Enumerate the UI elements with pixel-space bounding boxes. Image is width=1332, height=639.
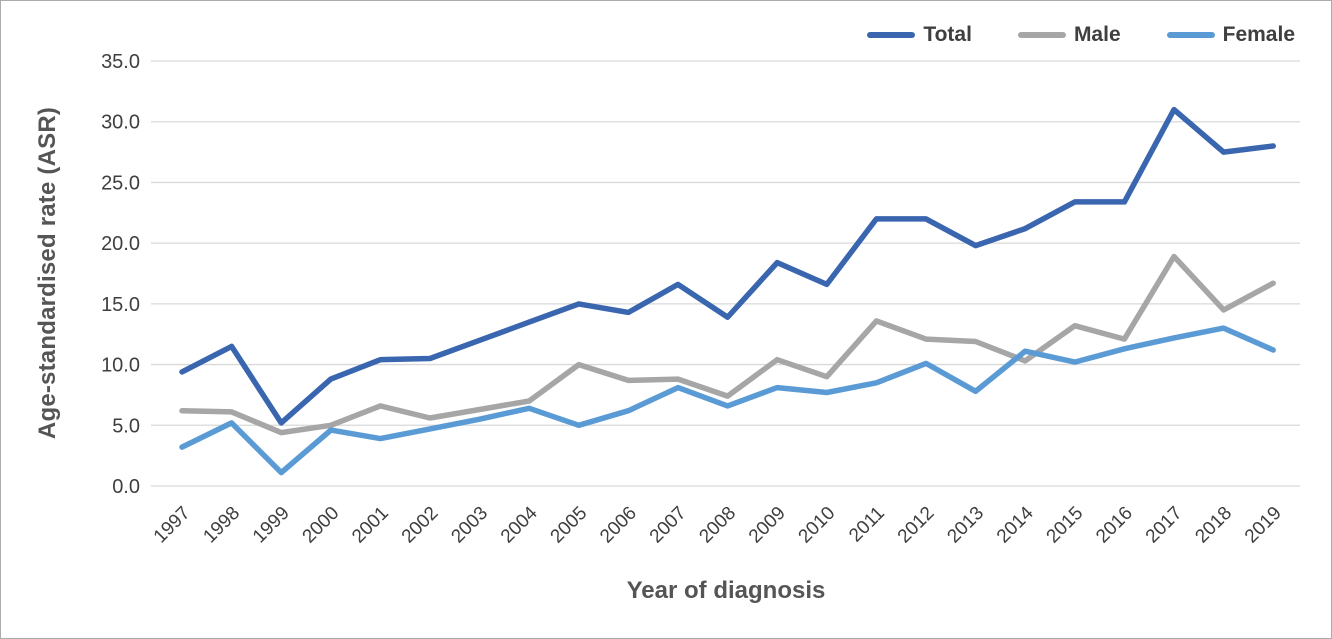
x-tick-label: 2012	[894, 503, 939, 548]
legend-item-male: Male	[1017, 23, 1121, 47]
legend-label-female: Female	[1222, 23, 1295, 46]
series-line-male	[179, 253, 1276, 436]
y-tick-label: 0.0	[112, 476, 140, 498]
x-tick-label: 2013	[943, 503, 988, 548]
y-tick-label: 20.0	[101, 233, 140, 255]
x-axis-title: Year of diagnosis	[626, 577, 826, 604]
x-tick-label: 2006	[596, 503, 641, 548]
x-tick-label: 2008	[695, 503, 740, 548]
x-tick-label: 2018	[1191, 503, 1236, 548]
x-tick-label: 2002	[398, 503, 443, 548]
y-tick-label: 5.0	[112, 415, 140, 437]
x-tick-label: 2007	[646, 503, 691, 548]
series-line-female	[179, 325, 1276, 476]
legend: Total Male Female	[867, 23, 1295, 47]
legend-label-male: Male	[1073, 23, 1121, 46]
y-axis-title: Age-standardised rate (ASR)	[34, 106, 61, 440]
x-tick-label: 2003	[447, 503, 492, 548]
x-tick-label: 1997	[150, 503, 195, 548]
legend-item-total: Total	[867, 23, 972, 47]
y-tick-label: 30.0	[101, 112, 140, 134]
x-tick-label: 2019	[1241, 503, 1286, 548]
x-tick-label: 2005	[547, 503, 592, 548]
x-tick-label: 2011	[845, 503, 889, 547]
y-tick-label: 25.0	[101, 172, 140, 194]
series-line-total	[179, 106, 1276, 426]
legend-item-female: Female	[1166, 23, 1295, 47]
x-tick-label: 2016	[1092, 503, 1137, 548]
x-tick-label: 2001	[348, 503, 393, 548]
x-tick-label: 2014	[993, 502, 1038, 547]
x-tick-label: 2000	[299, 503, 344, 548]
legend-label-total: Total	[923, 23, 972, 46]
x-tick-label: 2010	[795, 503, 840, 548]
y-tick-label: 15.0	[101, 294, 140, 316]
x-tick-label: 2017	[1142, 503, 1187, 548]
legend-swatch-male	[1017, 32, 1066, 38]
x-tick-label: 2015	[1043, 503, 1088, 548]
x-tick-label: 1998	[199, 503, 244, 548]
x-tick-label: 2009	[745, 503, 790, 548]
x-tick-label: 2004	[497, 502, 542, 547]
legend-swatch-female	[1166, 32, 1215, 38]
y-tick-label: 35.0	[101, 51, 140, 73]
x-tick-label: 1999	[249, 503, 294, 548]
legend-swatch-total	[867, 32, 916, 38]
y-tick-label: 10.0	[101, 355, 140, 377]
